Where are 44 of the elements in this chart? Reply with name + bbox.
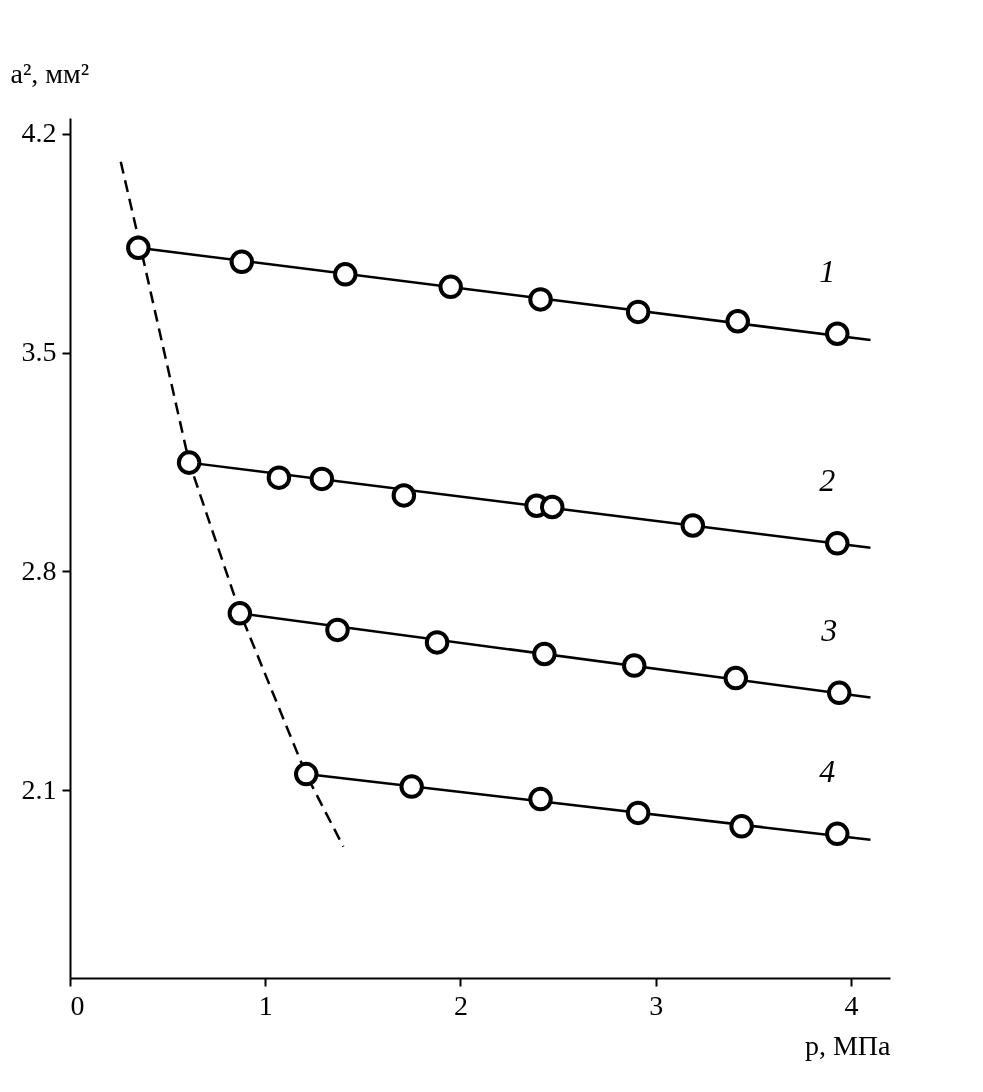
x-tick-label: 4 <box>844 989 859 1021</box>
point <box>825 531 850 556</box>
point <box>729 814 754 839</box>
point <box>825 321 850 347</box>
point <box>725 309 750 334</box>
y-tick-label: 4.2 <box>21 117 57 149</box>
point <box>723 665 749 691</box>
series-label: 3 <box>820 611 838 648</box>
x-tick-label: 1 <box>258 989 273 1021</box>
point <box>826 680 852 706</box>
point <box>126 235 151 261</box>
series-label: 4 <box>819 752 836 789</box>
y-tick-label: 3.5 <box>21 336 57 368</box>
point <box>229 249 255 275</box>
point <box>227 601 253 626</box>
point <box>399 774 424 799</box>
point <box>333 262 358 287</box>
point <box>438 274 463 300</box>
point <box>539 494 565 520</box>
point <box>176 450 202 475</box>
point <box>266 465 292 490</box>
series-label: 2 <box>819 462 836 499</box>
point <box>825 821 850 847</box>
y-tick-label: 2.8 <box>21 554 57 586</box>
point <box>309 466 335 492</box>
x-axis-title: p, МПа <box>804 1029 892 1061</box>
point <box>424 630 450 655</box>
point <box>532 641 557 667</box>
point <box>625 299 651 325</box>
series-label: 1 <box>819 252 836 289</box>
point <box>528 287 553 312</box>
point <box>625 800 651 826</box>
point <box>391 483 417 508</box>
y-tick-label: 2.1 <box>21 773 57 805</box>
point <box>621 653 647 678</box>
x-tick-label: 3 <box>649 989 664 1021</box>
point <box>293 761 319 787</box>
x-tick-label: 0 <box>70 989 85 1021</box>
line-series <box>119 160 345 848</box>
point <box>325 617 350 643</box>
point <box>528 786 553 812</box>
x-tick-label: 2 <box>453 989 468 1021</box>
point <box>680 513 706 538</box>
y-axis-title: a², мм² <box>10 57 90 89</box>
